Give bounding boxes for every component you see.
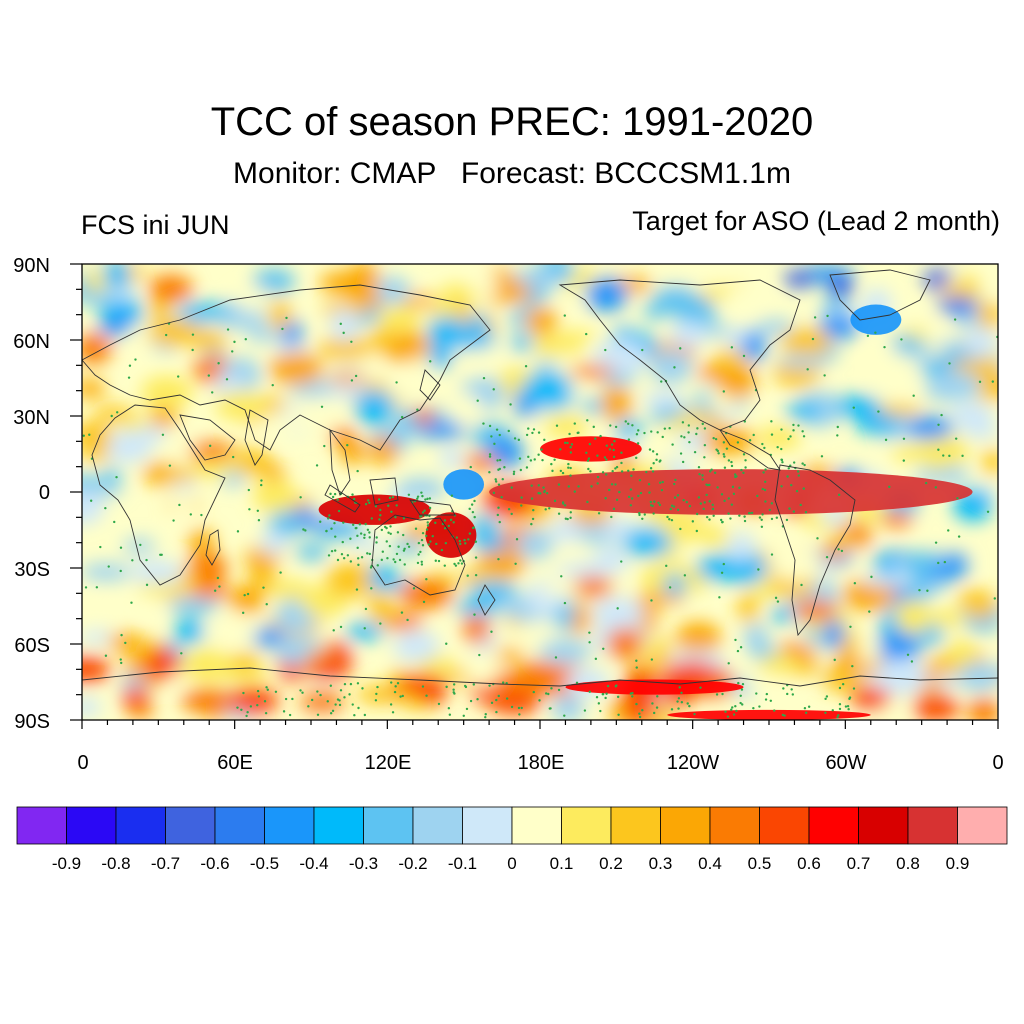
colorbar-tick-label: 0.7	[846, 854, 871, 873]
colorbar-swatch	[759, 806, 810, 845]
colorbar-tick-label: 0	[507, 854, 517, 873]
lon-label-180e: 180E	[517, 752, 565, 774]
colorbar-tick-label: 0.3	[648, 854, 673, 873]
field-highlight-region	[318, 494, 431, 525]
colorbar-tick-label: 0.2	[599, 854, 623, 873]
lon-label-120w: 120W	[666, 752, 720, 774]
lon-label-60e: 60E	[217, 752, 253, 774]
colorbar-swatch	[660, 806, 711, 845]
colorbar-tick-label: -0.5	[249, 854, 280, 873]
correlation-field	[82, 264, 998, 720]
field-highlight-region	[540, 436, 642, 462]
lon-label-0-east: 0	[992, 752, 1004, 774]
plot-title: TCC of season PREC: 1991-2020	[210, 100, 814, 144]
colorbar-tick-label: -0.2	[398, 854, 428, 873]
colorbar-swatch	[957, 806, 1008, 845]
lat-label-90s: 90S	[14, 711, 50, 733]
colorbar-swatch	[214, 806, 265, 845]
colorbar-swatch	[115, 806, 166, 845]
field-highlight-region	[565, 679, 744, 695]
field-highlight-region	[443, 469, 485, 500]
colorbar-tick-label: -0.1	[447, 854, 478, 873]
colorbar-tick-label: 0.4	[698, 854, 722, 873]
colorbar-swatch	[165, 806, 216, 845]
lat-label-30s: 30S	[14, 559, 50, 581]
colorbar-swatch	[66, 806, 117, 845]
colorbar-tick-label: -0.6	[200, 854, 230, 873]
colorbar-tick-label: 0.5	[747, 854, 772, 873]
colorbar-tick-label: 0.8	[896, 854, 920, 873]
field-highlight-region	[667, 709, 871, 720]
colorbar-swatch	[561, 806, 612, 845]
field-highlight-region	[489, 469, 973, 515]
lat-label-60s: 60S	[14, 635, 50, 657]
colorbar	[16, 806, 1008, 845]
field-highlight-region	[850, 304, 902, 335]
lat-label-90n: 90N	[13, 255, 50, 277]
colorbar-swatch	[858, 806, 909, 845]
field-highlight-region	[425, 512, 477, 558]
colorbar-tick-label: -0.3	[348, 854, 379, 873]
colorbar-tick-label: -0.8	[101, 854, 131, 873]
colorbar-swatch	[511, 806, 562, 845]
colorbar-tick-label: 0.6	[797, 854, 821, 873]
colorbar-swatch	[709, 806, 760, 845]
colorbar-swatch	[907, 806, 958, 845]
axis-ticks	[70, 263, 999, 729]
plot-subtitle: Monitor: CMAP Forecast: BCCCSM1.1m	[233, 157, 791, 190]
colorbar-tick-label: 0.1	[549, 854, 574, 873]
colorbar-swatch	[16, 806, 67, 845]
lat-label-30n: 30N	[13, 407, 50, 429]
lat-label-60n: 60N	[13, 331, 50, 353]
lat-label-eq: 0	[38, 482, 50, 504]
colorbar-swatch	[363, 806, 414, 845]
colorbar-swatch	[610, 806, 661, 845]
colorbar-swatch	[313, 806, 364, 845]
lon-label-60w: 60W	[825, 752, 867, 774]
colorbar-swatch	[462, 806, 513, 845]
colorbar-swatch	[808, 806, 859, 845]
colorbar-tick-label: -0.7	[150, 854, 181, 873]
lon-label-120e: 120E	[364, 752, 412, 774]
colorbar-swatch	[264, 806, 315, 845]
target-label: Target for ASO (Lead 2 month)	[632, 206, 1000, 236]
colorbar-tick-label: -0.4	[299, 854, 329, 873]
colorbar-tick-label: 0.9	[945, 854, 970, 873]
colorbar-swatch	[412, 806, 463, 845]
lon-label-0: 0	[77, 752, 89, 774]
initialization-label: FCS ini JUN	[81, 210, 230, 240]
colorbar-tick-label: -0.9	[51, 854, 82, 873]
coastlines	[82, 269, 998, 687]
